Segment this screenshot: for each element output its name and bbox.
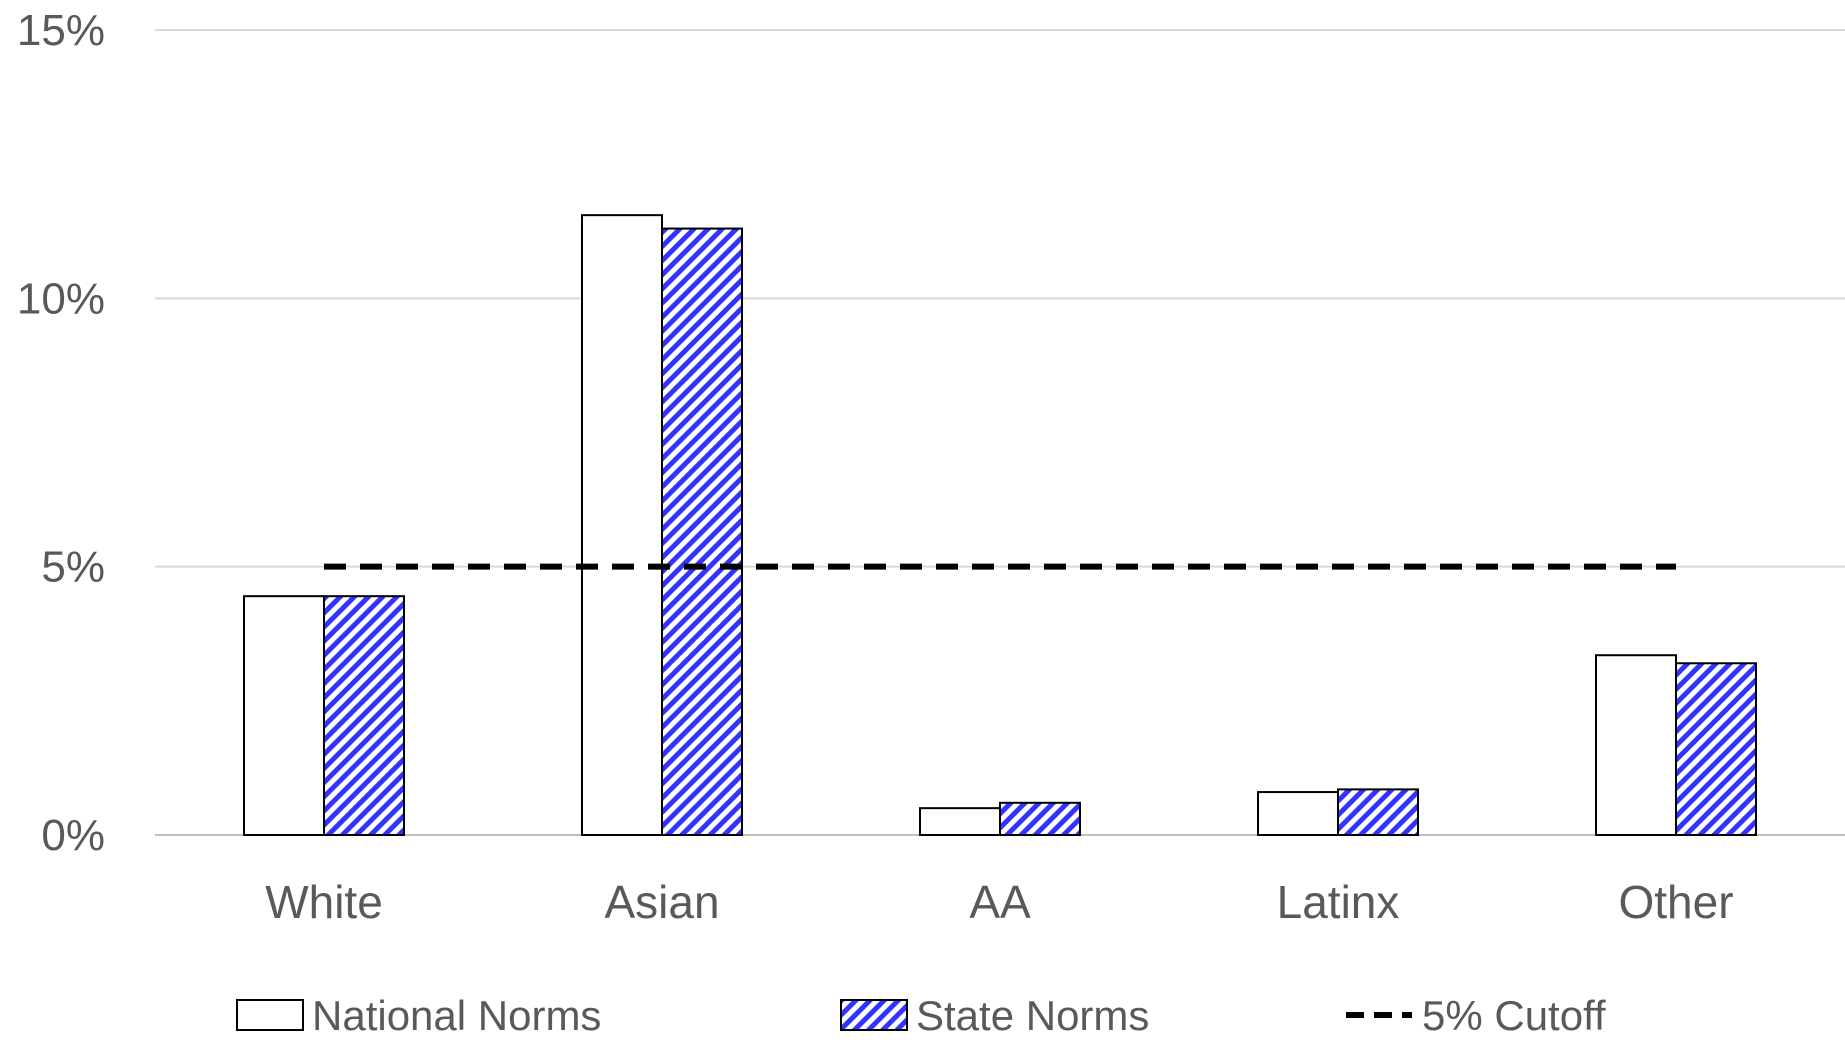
legend: National Norms State Norms 5% Cutoff [236,992,1606,1039]
bar-state-other [1675,662,1757,836]
bar-national-latinx [1257,791,1339,836]
y-tick-label: 5% [41,543,105,592]
x-category-label: Asian [604,876,719,928]
bar-national-white [243,595,325,837]
x-category-label: AA [969,876,1031,928]
legend-label-cutoff: 5% Cutoff [1422,992,1606,1039]
bars [243,214,1757,837]
bar-national-other [1595,654,1677,837]
bar-national-aa [919,807,1001,837]
x-category-label: Other [1618,876,1733,928]
bar-national-asian [581,214,663,836]
bar-state-latinx [1337,788,1419,837]
legend-swatch-national-norms [236,999,304,1031]
bar-state-asian [661,227,743,837]
y-tick-label: 15% [17,6,105,55]
legend-swatch-state-norms [840,999,908,1031]
legend-label-state-norms: State Norms [916,992,1149,1039]
legend-label-national-norms: National Norms [312,992,601,1039]
x-category-label: Latinx [1277,876,1400,928]
y-axis-ticks: 0% 5% 10% 15% [17,6,105,860]
bar-state-white [323,595,405,837]
x-category-label: White [265,876,383,928]
gridlines [155,29,1845,836]
y-tick-label: 10% [17,274,105,323]
y-tick-label: 0% [41,811,105,860]
x-axis-categories: White Asian AA Latinx Other [265,876,1733,928]
bar-state-aa [999,801,1081,836]
